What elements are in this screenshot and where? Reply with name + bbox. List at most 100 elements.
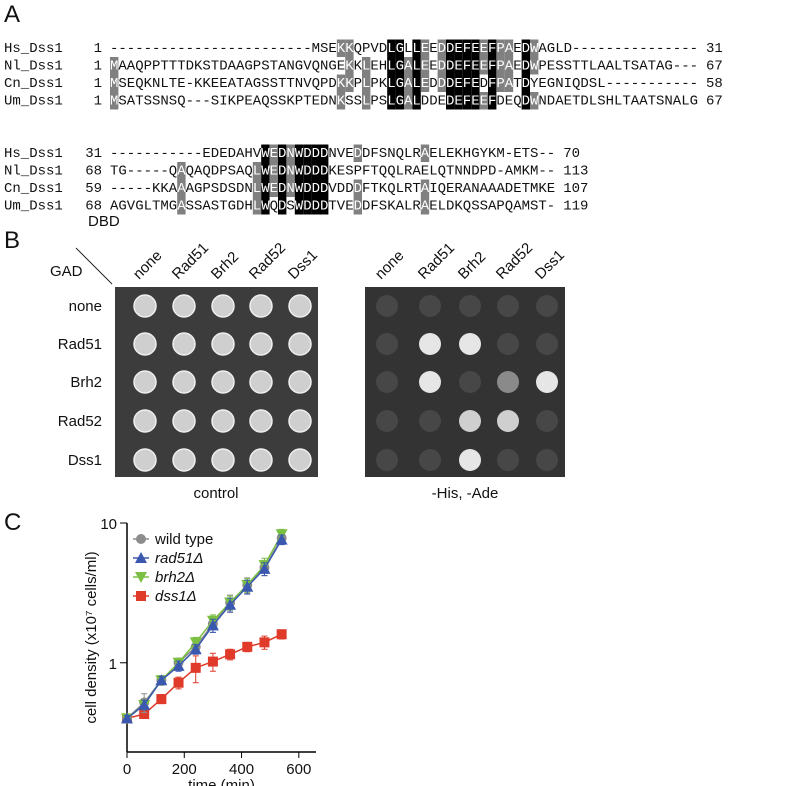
panel-letter: A (4, 1, 20, 28)
conserved-shade (437, 39, 446, 57)
sequence: AGVGLTMGASSASTGDHLWQDSWDDDTVEDDFSKALRAEL… (110, 199, 555, 215)
conserved-shade (286, 179, 295, 197)
colony-spot (459, 295, 481, 317)
sequence: -----------EDEDAHVWEDNWDDDNVEDDFSNQLRAEL… (110, 146, 555, 162)
colony-spot (172, 294, 196, 318)
column-label: Rad51 (415, 240, 458, 283)
panel-letter: C (4, 509, 21, 536)
colony-spot (211, 448, 235, 472)
colony-spot (211, 332, 235, 356)
conserved-shade (479, 39, 488, 57)
conserved-shade (294, 144, 304, 162)
colony-spot (497, 449, 519, 471)
conserved-shade (488, 74, 497, 92)
conserved-shade (530, 92, 539, 110)
colony-spot (249, 448, 273, 472)
conserved-shade (454, 57, 463, 75)
conserved-shade (303, 179, 312, 197)
colony-spot (497, 295, 519, 317)
colony-spot (376, 333, 398, 355)
conserved-shade (454, 92, 463, 110)
conserved-shade (530, 57, 539, 75)
sequence-name: Hs_Dss1 (4, 41, 63, 57)
colony-spot (419, 333, 441, 355)
sequence-name: Um_Dss1 (4, 199, 63, 215)
sequence: MAAQPPTTTDKSTDAAGPSTANGVQNGEKKLEHLGALEED… (110, 59, 698, 75)
conserved-shade (336, 39, 346, 57)
data-point (276, 629, 287, 640)
conserved-shade (521, 57, 530, 75)
colony-spot (536, 410, 558, 432)
conserved-shade (278, 144, 287, 162)
data-point (155, 674, 168, 686)
panel-letter: B (4, 227, 20, 254)
start-position: 1 (94, 41, 102, 57)
conserved-shade (362, 74, 371, 92)
conserved-shade (404, 92, 413, 110)
conserved-shade (261, 144, 270, 162)
start-position: 1 (94, 59, 102, 75)
conserved-shade (412, 39, 421, 57)
colony-spot (536, 449, 558, 471)
row-label: none (69, 298, 102, 315)
conserved-shade (110, 74, 119, 92)
colony-spot (497, 371, 519, 393)
sequence: ------------------------MSEKKQPVDLGLLEED… (110, 41, 698, 57)
row-label: Rad52 (58, 413, 102, 430)
conserved-shade (504, 57, 514, 75)
conserved-shade (269, 162, 278, 180)
legend-label: rad51Δ (155, 550, 203, 567)
conserved-shade (488, 39, 497, 57)
conserved-shade (488, 57, 497, 75)
data-point (224, 598, 237, 610)
sequence-name: Hs_Dss1 (4, 146, 63, 162)
colony-spot (133, 409, 157, 433)
legend-marker (136, 534, 146, 544)
colony-spot (536, 371, 558, 393)
colony-spot (376, 371, 398, 393)
conserved-shade (177, 162, 186, 180)
colony-spot (211, 370, 235, 394)
conserved-shade (521, 92, 530, 110)
column-label: Rad52 (246, 240, 289, 283)
dbd-label: DBD (88, 213, 120, 230)
conserved-shade (387, 39, 396, 57)
conserved-shade (437, 74, 446, 92)
sequence: TG-----QAQAQDPSAQLWEDNWDDDKESPFTQQLRAELQ… (110, 164, 555, 180)
conserved-shade (311, 197, 320, 215)
conserved-shade (294, 162, 304, 180)
conserved-shade (420, 39, 430, 57)
row-label: Dss1 (68, 452, 102, 469)
end-position: 67 (706, 59, 723, 75)
start-position: 68 (85, 199, 102, 215)
conserved-shade (521, 74, 530, 92)
series-line (126, 633, 282, 720)
conserved-shade (420, 57, 430, 75)
conserved-shade (294, 179, 304, 197)
data-point (275, 533, 288, 545)
conserved-shade (345, 57, 354, 75)
conserved-shade (420, 144, 430, 162)
colony-spot (133, 294, 157, 318)
data-point (241, 580, 254, 592)
x-tick-label: 400 (229, 761, 254, 778)
row-label: Rad51 (58, 336, 102, 353)
conserved-shade (404, 74, 413, 92)
series-line (126, 539, 283, 719)
conserved-shade (420, 179, 430, 197)
conserved-shade (320, 179, 329, 197)
colony-spot (376, 410, 398, 432)
colony-spot (459, 449, 481, 471)
conserved-shade (412, 92, 421, 110)
conserved-shade (261, 162, 270, 180)
colony-spot (536, 295, 558, 317)
colony-spot (133, 370, 157, 394)
colony-spot (249, 294, 273, 318)
data-point (225, 649, 236, 660)
legend-label: dss1Δ (155, 588, 197, 605)
data-point (189, 637, 202, 649)
start-position: 68 (85, 164, 102, 180)
conserved-shade (278, 162, 287, 180)
data-point (121, 712, 133, 724)
colony-spot (211, 409, 235, 433)
